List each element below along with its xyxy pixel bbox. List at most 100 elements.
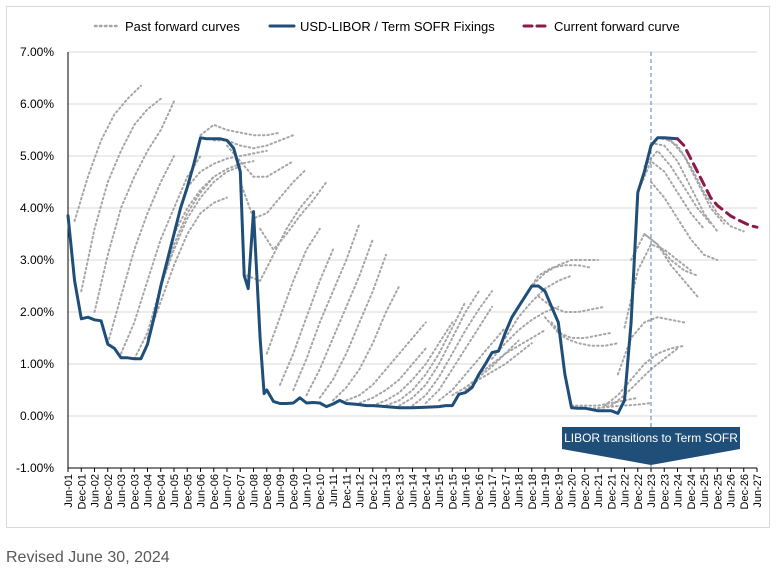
past-forward-curve xyxy=(385,300,467,407)
x-tick-label: Dec-19 xyxy=(553,474,565,509)
x-tick-label: Jun-18 xyxy=(514,474,526,508)
past-forward-curve xyxy=(504,274,573,339)
past-forward-curve xyxy=(491,305,560,360)
x-tick-label: Dec-26 xyxy=(739,474,751,509)
x-tick-label: Jun-21 xyxy=(593,474,605,508)
past-forward-curve xyxy=(358,347,427,404)
x-tick-label: Jun-24 xyxy=(673,474,685,508)
annotation-text: LIBOR transitions to Term SOFR xyxy=(564,431,738,445)
x-tick-label: Dec-05 xyxy=(182,474,194,509)
y-tick-label: 3.00% xyxy=(20,253,54,267)
x-tick-label: Jun-27 xyxy=(752,474,764,508)
past-forward-curve xyxy=(332,285,401,402)
x-tick-label: Dec-15 xyxy=(447,474,459,509)
past-forward-curve xyxy=(292,222,361,391)
past-forward-curve xyxy=(345,321,427,402)
x-tick-label: Jun-25 xyxy=(699,474,711,508)
past-forward-curve xyxy=(120,155,202,355)
x-tick-label: Dec-11 xyxy=(341,474,353,509)
x-tick-label: Jun-14 xyxy=(408,474,420,508)
x-tick-label: Dec-18 xyxy=(527,474,539,509)
x-tick-label: Dec-08 xyxy=(262,474,274,509)
x-tick-label: Jun-13 xyxy=(381,474,393,508)
x-tick-label: Jun-10 xyxy=(302,474,314,508)
x-tick-label: Jun-04 xyxy=(143,474,155,508)
past-forward-curve xyxy=(398,290,480,407)
past-forward-curve xyxy=(636,159,705,230)
past-forward-curve xyxy=(146,196,228,339)
y-tick-label: 7.00% xyxy=(20,45,54,59)
y-tick-label: 2.00% xyxy=(20,305,54,319)
past-forward-curve xyxy=(239,168,308,220)
x-tick-label: Jun-12 xyxy=(355,474,367,508)
x-tick-label: Jun-02 xyxy=(90,474,102,508)
x-tick-label: Jun-03 xyxy=(116,474,128,508)
past-forward-curve xyxy=(318,253,387,399)
past-forward-curve xyxy=(424,305,493,404)
x-tick-label: Jun-07 xyxy=(222,474,234,508)
x-tick-label: Dec-04 xyxy=(156,474,168,509)
x-tick-label: Jun-15 xyxy=(434,474,446,508)
past-forward-curve xyxy=(477,329,546,376)
past-forward-curve xyxy=(212,134,295,150)
past-forward-curve xyxy=(438,326,507,402)
x-tick-label: Dec-22 xyxy=(633,474,645,509)
x-tick-label: Dec-01 xyxy=(76,474,88,509)
past-forward-curve xyxy=(663,136,745,233)
x-tick-label: Dec-21 xyxy=(606,474,618,509)
x-tick-label: Jun-16 xyxy=(461,474,473,508)
x-tick-label: Dec-12 xyxy=(368,474,380,509)
y-tick-label: 4.00% xyxy=(20,201,54,215)
past-forward-curve xyxy=(173,160,255,235)
x-tick-label: Dec-10 xyxy=(315,474,327,509)
x-tick-label: Jun-20 xyxy=(567,474,579,508)
x-tick-label: Dec-23 xyxy=(659,474,671,509)
x-tick-label: Dec-17 xyxy=(500,474,512,509)
x-tick-label: Jun-11 xyxy=(328,474,340,507)
x-tick-label: Dec-13 xyxy=(394,474,406,509)
legend-item: USD-LIBOR / Term SOFR Fixings xyxy=(268,19,495,34)
x-tick-label: Dec-20 xyxy=(580,474,592,509)
x-tick-label: Jun-01 xyxy=(63,474,75,508)
past-forward-curve xyxy=(650,181,719,261)
past-forward-curve xyxy=(133,175,215,360)
x-tick-label: Jun-09 xyxy=(275,474,287,508)
past-forward-curve xyxy=(550,321,619,347)
revised-date-caption: Revised June 30, 2024 xyxy=(6,549,170,566)
past-forward-curve xyxy=(524,264,593,298)
legend-label: USD-LIBOR / Term SOFR Fixings xyxy=(300,19,495,34)
x-tick-label: Dec-14 xyxy=(421,474,433,509)
legend-label: Current forward curve xyxy=(554,19,680,34)
past-forward-curve xyxy=(451,339,520,397)
y-tick-label: 5.00% xyxy=(20,149,54,163)
x-tick-label: Dec-16 xyxy=(474,474,486,509)
x-tick-label: Jun-22 xyxy=(620,474,632,508)
past-forward-curve xyxy=(623,243,692,329)
x-tick-label: Jun-26 xyxy=(726,474,738,508)
y-tick-label: 6.00% xyxy=(20,97,54,111)
y-tick-label: 1.00% xyxy=(20,357,54,371)
past-forward-curve xyxy=(93,100,175,313)
annotation-callout-shape xyxy=(562,427,740,465)
past-forward-curve xyxy=(199,123,281,137)
x-tick-label: Dec-02 xyxy=(103,474,115,509)
past-forward-curve xyxy=(583,402,652,410)
x-tick-label: Dec-25 xyxy=(712,474,724,509)
x-tick-label: Jun-17 xyxy=(487,474,499,508)
x-tick-label: Dec-07 xyxy=(235,474,247,509)
x-tick-label: Dec-06 xyxy=(209,474,221,509)
x-tick-label: Dec-03 xyxy=(129,474,141,509)
past-forward-curve xyxy=(186,149,268,189)
past-forward-curve xyxy=(643,233,699,298)
x-tick-label: Jun-19 xyxy=(540,474,552,508)
past-forward-curve xyxy=(597,347,679,410)
past-forward-curve xyxy=(650,142,719,233)
legend-item: Current forward curve xyxy=(522,19,680,34)
x-tick-label: Jun-05 xyxy=(169,474,181,508)
past-forward-curve xyxy=(411,290,493,407)
libor-sofr-fixings-line xyxy=(66,136,679,415)
x-tick-label: Jun-06 xyxy=(196,474,208,508)
past-forward-curve xyxy=(643,149,712,225)
past-forward-curve xyxy=(265,227,321,355)
y-tick-label: -1.00% xyxy=(16,461,54,475)
